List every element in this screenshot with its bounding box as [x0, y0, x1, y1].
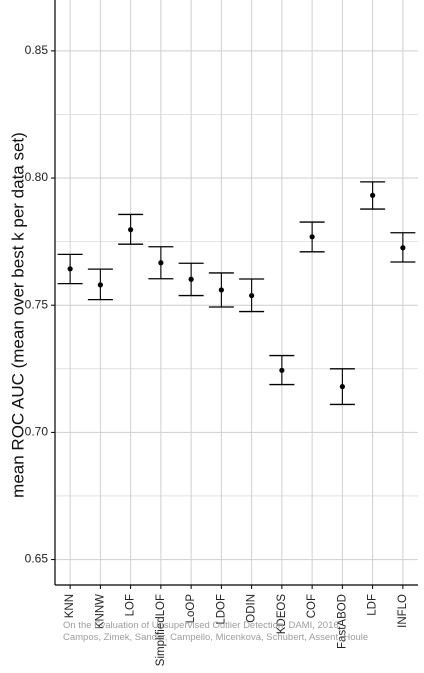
data-point: [97, 282, 103, 288]
y-tick-label: 0.70: [25, 425, 49, 439]
data-point: [218, 287, 224, 293]
x-tick-label: INFLO: [397, 594, 409, 628]
x-tick-label: KNNW: [94, 594, 106, 629]
data-marks: [57, 181, 416, 406]
watermark-line-2: Campos, Zimek, Sander, Campello, Micenko…: [63, 632, 368, 643]
data-point: [188, 276, 194, 282]
watermark-line-1: On the Evaluation of Unsupervised Outlie…: [63, 620, 339, 631]
y-axis-title: mean ROC AUC (mean over best k per data …: [8, 132, 27, 498]
x-tick-label: SimplifiedLOF: [155, 594, 167, 666]
data-point: [249, 292, 255, 299]
y-tick-label: 0.75: [25, 297, 49, 311]
data-point: [370, 192, 376, 198]
x-tick-label: FastABOD: [336, 594, 348, 649]
x-tick-label: KDEOS: [276, 594, 288, 635]
data-point: [279, 367, 285, 373]
x-tick-label: COF: [306, 594, 318, 618]
data-point: [339, 384, 345, 390]
data-point: [67, 266, 73, 272]
data-point: [400, 245, 406, 251]
x-tick-label: KNN: [64, 594, 76, 618]
data-point: [309, 234, 315, 240]
data-point: [158, 260, 164, 266]
x-tick-label: LOF: [125, 594, 137, 616]
tick-labels: 0.65 0.70 0.75 0.80 0.85 KNN KNNW LOF Simplified…: [25, 43, 409, 666]
y-tick-label: 0.80: [25, 170, 49, 184]
x-tick-label: LDOF: [215, 594, 227, 625]
axes: [51, 0, 418, 589]
x-tick-label: ODIN: [246, 594, 258, 623]
x-tick-label: LDF: [367, 594, 379, 616]
y-tick-label: 0.65: [25, 552, 49, 566]
x-tick-label: LoOP: [185, 594, 197, 624]
data-point: [128, 227, 134, 233]
y-tick-label: 0.85: [25, 43, 49, 57]
